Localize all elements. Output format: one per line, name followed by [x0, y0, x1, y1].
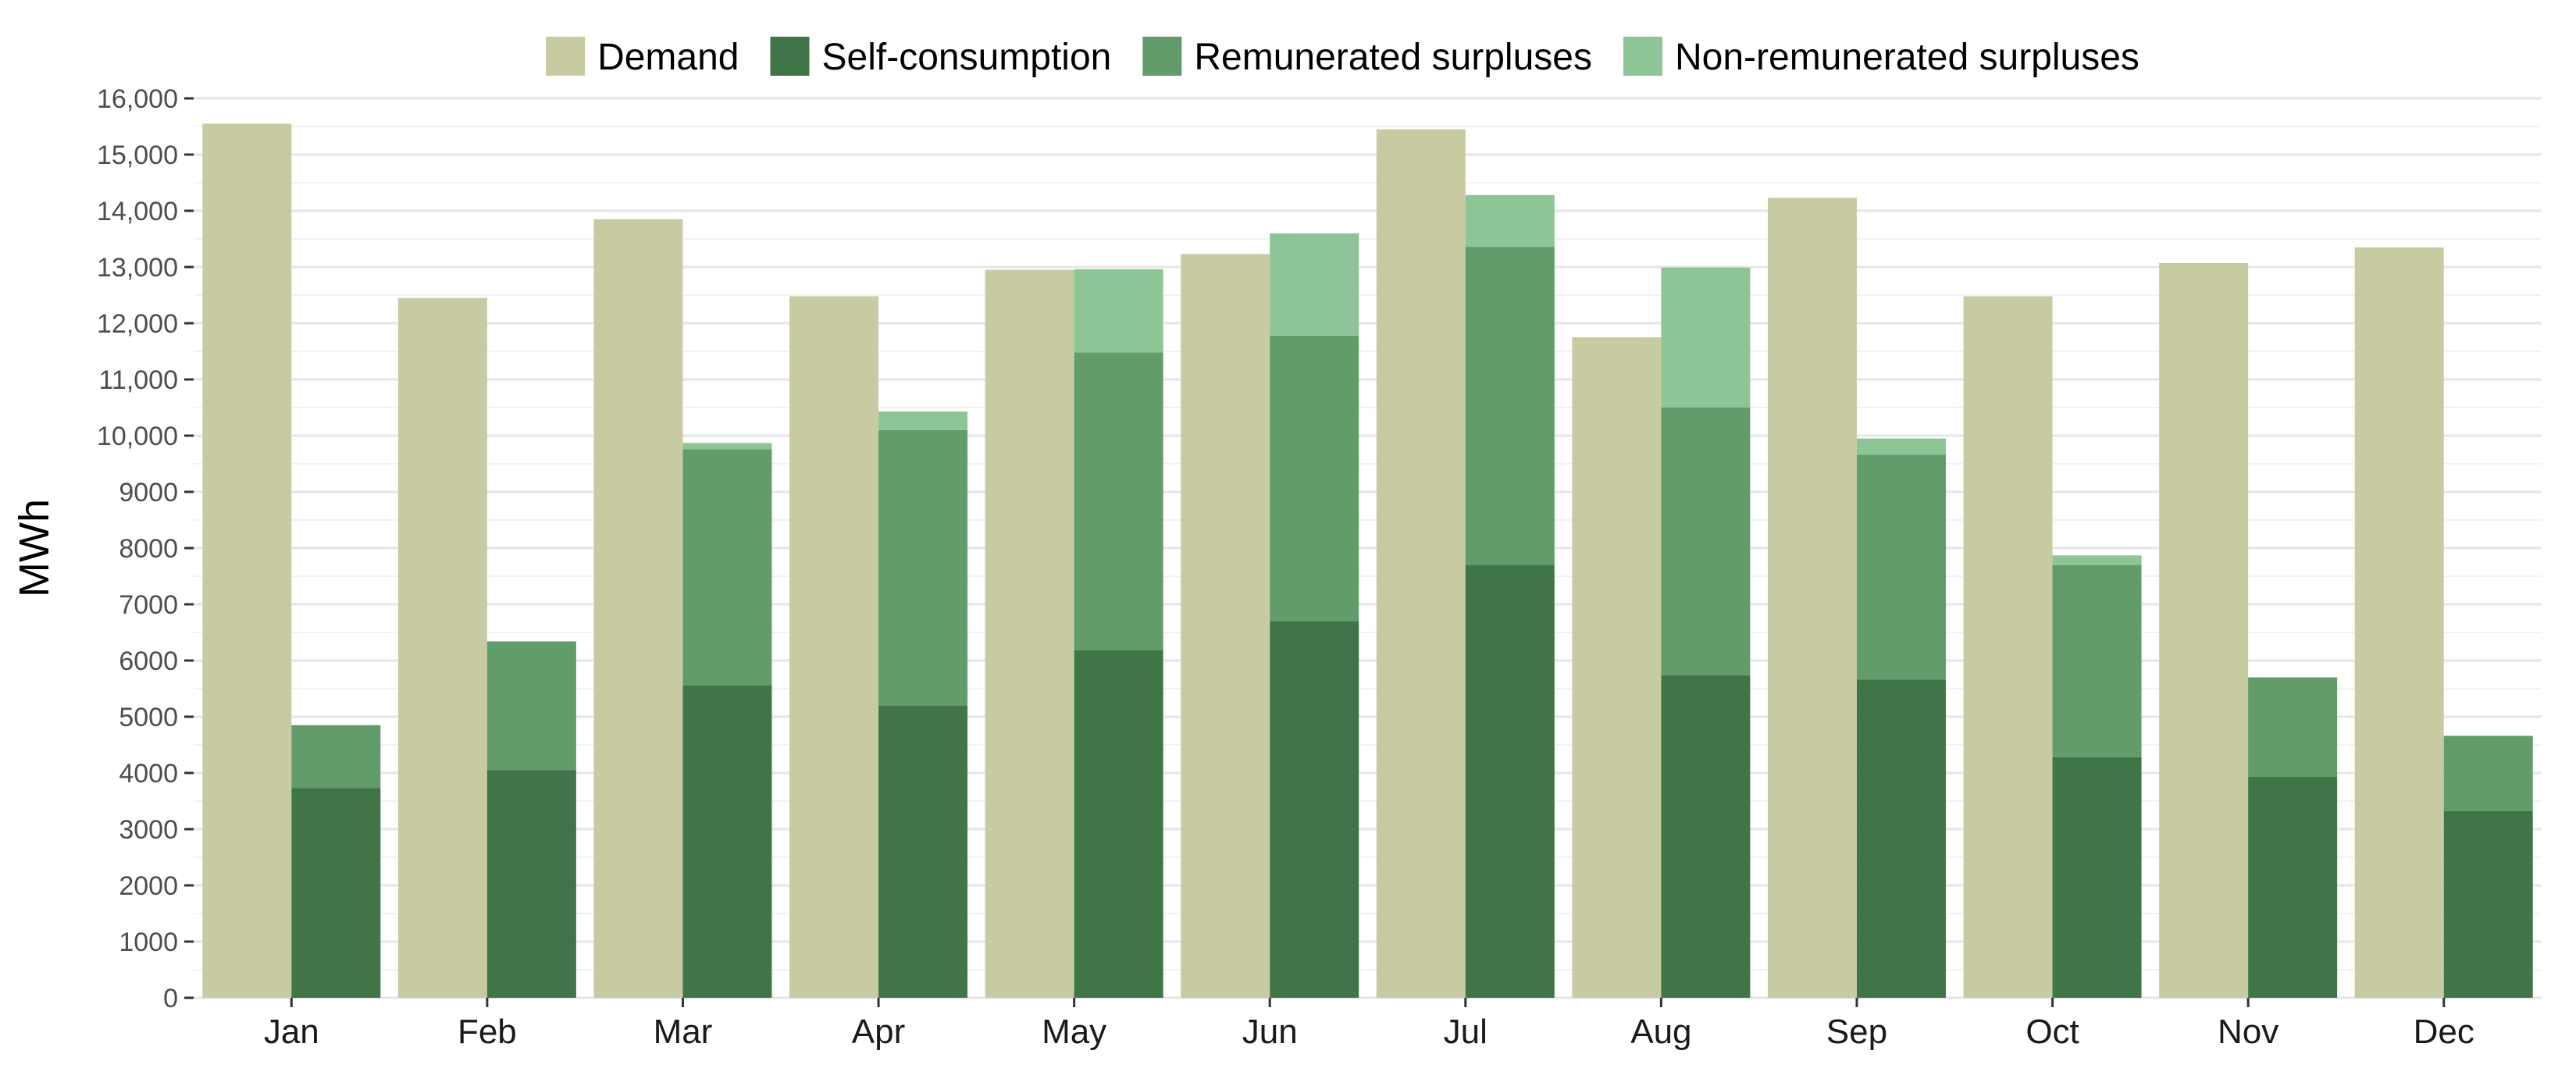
legend-item: Remunerated surpluses — [1142, 37, 1592, 78]
legend-key — [546, 37, 586, 76]
bar-self-consumption-apr — [878, 705, 968, 998]
y-tick-label: 6000 — [119, 646, 178, 676]
bar-remunerated-surpluses-jan — [291, 725, 381, 789]
bar-self-consumption-dec — [2443, 810, 2533, 998]
bar-self-consumption-aug — [1661, 675, 1751, 998]
bar-remunerated-surpluses-jul — [1465, 247, 1555, 565]
x-tick-label: Feb — [458, 1013, 517, 1051]
y-tick-label: 9000 — [119, 478, 178, 507]
y-tick-label: 8000 — [119, 534, 178, 564]
bar-non-remunerated-surpluses-oct — [2052, 555, 2142, 565]
bar-remunerated-surpluses-may — [1074, 352, 1163, 651]
bar-demand-sep — [1767, 198, 1857, 999]
bar-demand-nov — [2159, 262, 2249, 999]
bar-demand-aug — [1572, 337, 1662, 998]
legend-item: Non-remunerated surpluses — [1623, 37, 2140, 78]
bar-non-remunerated-surpluses-sep — [1856, 438, 1946, 455]
bar-demand-jun — [1181, 254, 1270, 998]
legend-key — [1142, 37, 1182, 76]
bar-self-consumption-jun — [1270, 621, 1359, 998]
bar-self-consumption-sep — [1856, 679, 1946, 998]
bar-self-consumption-oct — [2052, 757, 2142, 998]
bar-remunerated-surpluses-apr — [878, 429, 968, 706]
y-tick-label: 5000 — [119, 703, 178, 732]
x-tick-label: Oct — [2026, 1013, 2079, 1051]
bar-non-remunerated-surpluses-apr — [878, 411, 968, 430]
bars — [202, 123, 2533, 999]
bar-self-consumption-feb — [486, 770, 576, 998]
bar-self-consumption-may — [1074, 650, 1163, 998]
legend-label: Remunerated surpluses — [1194, 37, 1592, 78]
legend-label: Non-remunerated surpluses — [1675, 37, 2140, 78]
x-tick-label: Nov — [2218, 1013, 2278, 1051]
bar-demand-oct — [1963, 296, 2053, 998]
bar-non-remunerated-surpluses-aug — [1661, 267, 1751, 408]
y-tick-label: 7000 — [119, 590, 178, 620]
bar-non-remunerated-surpluses-jul — [1465, 194, 1555, 247]
x-tick-label: Jul — [1444, 1013, 1488, 1051]
legend-label: Demand — [597, 37, 739, 78]
bar-remunerated-surpluses-dec — [2443, 735, 2533, 811]
y-tick-label: 13,000 — [97, 253, 178, 283]
y-tick-label: 4000 — [119, 759, 178, 789]
bar-remunerated-surpluses-mar — [682, 449, 772, 686]
legend-item: Demand — [546, 37, 739, 78]
legend: Demand Self-consumption Remunerated surplu… — [546, 37, 2140, 78]
bar-non-remunerated-surpluses-may — [1074, 269, 1163, 353]
y-tick-label: 3000 — [119, 815, 178, 845]
bar-remunerated-surpluses-aug — [1661, 408, 1751, 675]
legend-item: Self-consumption — [770, 37, 1112, 78]
x-tick-label: Jun — [1242, 1013, 1298, 1051]
y-tick-label: 1000 — [119, 928, 178, 957]
bar-demand-mar — [593, 219, 683, 998]
x-tick-label: Jan — [264, 1013, 319, 1051]
bar-demand-jan — [202, 123, 292, 998]
y-tick-label: 12,000 — [97, 309, 178, 339]
grid-lines — [194, 97, 2542, 999]
bar-remunerated-surpluses-oct — [2052, 564, 2142, 757]
bar-self-consumption-mar — [682, 685, 772, 998]
x-tick-label: Apr — [852, 1013, 905, 1051]
bar-non-remunerated-surpluses-jun — [1270, 233, 1359, 336]
legend-key — [770, 37, 810, 76]
legend-key — [1623, 37, 1662, 76]
bar-self-consumption-nov — [2248, 777, 2338, 998]
x-tick-label: Dec — [2414, 1013, 2474, 1051]
x-axis: Jan Feb Mar Apr May Jun Jul Aug Sep Oct Nov Dec — [264, 998, 2474, 1051]
x-tick-label: Aug — [1630, 1013, 1691, 1051]
y-axis: 0 1000 2000 3000 4000 5000 6000 7000 8000 9000 10,… — [97, 84, 194, 1013]
bar-demand-jul — [1376, 129, 1466, 999]
bar-demand-feb — [397, 297, 487, 999]
bar-self-consumption-jul — [1465, 564, 1555, 998]
bar-self-consumption-jan — [291, 788, 381, 998]
bar-demand-may — [985, 269, 1074, 999]
bar-non-remunerated-surpluses-mar — [682, 443, 772, 450]
y-tick-label: 14,000 — [97, 197, 178, 226]
x-tick-label: Mar — [654, 1013, 713, 1051]
bar-demand-dec — [2354, 247, 2444, 998]
bar-demand-apr — [789, 296, 879, 998]
bar-remunerated-surpluses-sep — [1856, 454, 1946, 680]
bar-remunerated-surpluses-nov — [2248, 677, 2338, 778]
y-tick-label: 0 — [163, 984, 178, 1013]
legend-label: Self-consumption — [822, 37, 1112, 78]
x-tick-label: May — [1042, 1013, 1106, 1051]
y-axis-title: MWh — [11, 499, 58, 597]
y-tick-label: 11,000 — [99, 365, 178, 395]
bar-remunerated-surpluses-feb — [486, 641, 576, 771]
y-tick-label: 16,000 — [97, 84, 178, 114]
y-tick-label: 2000 — [119, 871, 178, 901]
x-tick-label: Sep — [1826, 1013, 1887, 1051]
y-tick-label: 15,000 — [97, 141, 178, 170]
bar-remunerated-surpluses-jun — [1270, 335, 1359, 621]
y-tick-label: 10,000 — [97, 422, 178, 451]
